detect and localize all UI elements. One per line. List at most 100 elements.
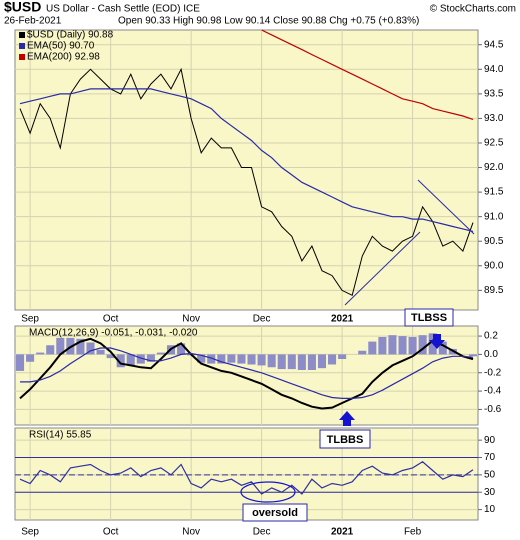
overlay: TLBSS TLBBS oversold	[240, 179, 475, 522]
y-tick-label: 92.0	[484, 162, 504, 173]
histogram-bar	[86, 342, 95, 355]
date: 26-Feb-2021	[4, 16, 62, 27]
trendline	[344, 231, 421, 306]
series-line	[19, 337, 474, 410]
y-tick-label: 90.0	[484, 260, 504, 271]
y-tick-label: 30	[484, 487, 496, 498]
histogram-bar	[106, 354, 115, 359]
y-tick-label: 0.2	[484, 331, 498, 342]
x-tick-label: 2021	[331, 314, 354, 325]
y-tick-label: 0.0	[484, 349, 498, 360]
legend-entry: EMA(200) 92.98	[27, 52, 100, 63]
histogram-bar	[388, 335, 397, 355]
histogram-bar	[358, 350, 367, 355]
histogram-bar	[156, 352, 165, 355]
plot-area	[14, 29, 479, 311]
legend-swatch	[19, 43, 25, 49]
annotation: oversold	[252, 507, 298, 519]
histogram-bar	[378, 337, 387, 355]
histogram-bar	[277, 354, 286, 370]
histogram-bar	[368, 341, 377, 355]
x-tick-label: Dec	[253, 314, 271, 325]
y-tick-label: -0.6	[484, 404, 502, 415]
annotation-box	[404, 308, 454, 327]
y-tick-label: 94.0	[484, 64, 504, 75]
x-tick-label: Feb	[404, 527, 422, 538]
x-tick-label: Dec	[253, 527, 271, 538]
histogram-bar	[217, 354, 226, 364]
histogram-bar	[36, 352, 45, 355]
histogram-bar	[317, 354, 327, 369]
histogram-bar	[257, 354, 266, 366]
y-tick-label: -0.4	[484, 386, 502, 397]
histogram-bar	[297, 354, 306, 370]
symbol: $USD	[4, 0, 41, 15]
y-tick-label: 10	[484, 504, 496, 515]
histogram-bar	[207, 354, 216, 364]
histogram-bar	[307, 354, 316, 370]
histogram-bar	[237, 354, 246, 364]
histogram-bar	[146, 354, 155, 362]
annotation: TLBSS	[411, 312, 447, 324]
legend-swatch	[19, 54, 25, 60]
panel-title: RSI(14) 55.85	[29, 430, 92, 441]
histogram-bar	[197, 354, 206, 363]
series-line	[19, 88, 474, 232]
histogram-bar	[116, 354, 125, 368]
panels: 89.5 90.0 90.5 91.0 91.5 92.0 92.5 93.0 93.5 94.0…	[14, 29, 504, 538]
x-tick-label: Nov	[182, 527, 200, 538]
histogram-bar	[126, 354, 135, 366]
histogram-bar	[408, 337, 417, 355]
security-name: US Dollar - Cash Settle (EOD) ICE	[46, 4, 200, 15]
histogram-bar	[46, 345, 55, 355]
source: © StockCharts.com	[430, 4, 516, 15]
histogram-bar	[418, 335, 427, 355]
legend-entry: $USD (Daily) 90.88	[27, 30, 114, 41]
panel-title: MACD(12,26,9) -0.051, -0.031, -0.020	[29, 328, 198, 339]
legend-entry: EMA(50) 90.70	[27, 41, 95, 52]
histogram-bar	[398, 336, 407, 355]
annotation-box	[319, 429, 371, 449]
y-tick-label: 50	[484, 470, 496, 481]
y-tick-label: 89.5	[484, 285, 504, 296]
histogram-bar	[468, 354, 477, 357]
y-tick-label: -0.2	[484, 367, 502, 378]
series-line	[20, 347, 474, 399]
y-tick-label: 92.5	[484, 138, 504, 149]
annotation: TLBBS	[327, 434, 364, 446]
histogram-bar	[56, 337, 65, 355]
y-tick-label: 94.5	[484, 39, 504, 50]
histogram-bar	[438, 341, 447, 355]
quote: Open 90.33 High 90.98 Low 90.14 Close 90…	[118, 16, 419, 27]
histogram-bar	[96, 349, 105, 355]
y-tick-label: 93.0	[484, 113, 504, 124]
x-tick-label: Sep	[21, 314, 39, 325]
x-tick-label: Oct	[103, 314, 119, 325]
trendline	[417, 179, 475, 235]
x-tick-label: 2021	[331, 527, 354, 538]
x-tick-label: Sep	[21, 527, 39, 538]
legend-swatch	[19, 32, 25, 38]
histogram-bar	[26, 354, 35, 362]
highlight	[240, 481, 296, 503]
histogram-bar	[177, 343, 186, 355]
x-tick-label: Nov	[182, 314, 200, 325]
histogram-bar	[227, 354, 236, 363]
series-line	[261, 29, 474, 120]
histogram-bar	[247, 354, 256, 365]
histogram-bar	[328, 354, 337, 365]
histogram-bar	[16, 354, 25, 371]
series-line	[19, 461, 474, 495]
y-tick-label: 90.5	[484, 236, 504, 247]
y-tick-label: 90	[484, 435, 496, 446]
y-tick-label: 91.0	[484, 211, 504, 222]
y-tick-label: 70	[484, 452, 496, 463]
histogram-bar	[287, 354, 296, 370]
series-line	[19, 67, 474, 297]
annotation-box	[242, 503, 308, 522]
arrow	[429, 334, 445, 349]
histogram-bar	[76, 338, 85, 355]
x-tick-label: Oct	[103, 527, 119, 538]
y-tick-label: 91.5	[484, 187, 504, 198]
histogram-bar	[267, 354, 276, 368]
